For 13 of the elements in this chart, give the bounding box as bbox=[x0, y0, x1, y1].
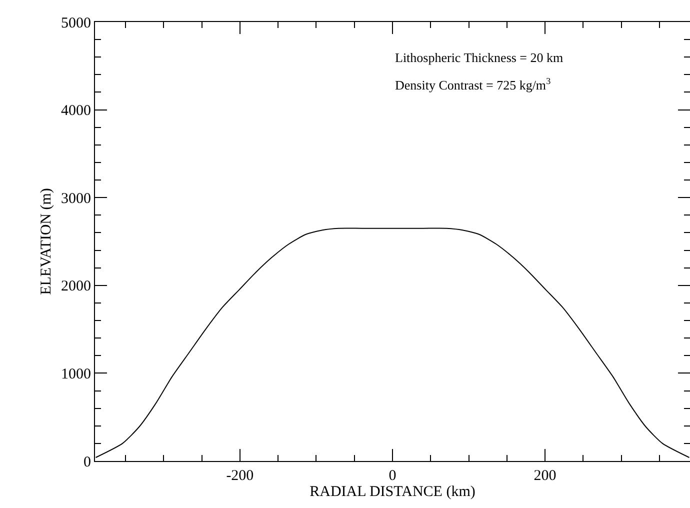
y-axis-title: ELEVATION (m) bbox=[38, 188, 54, 295]
y-tick-label: 1000 bbox=[61, 366, 91, 382]
x-axis-title: RADIAL DISTANCE (km) bbox=[310, 484, 476, 500]
annotation: Density Contrast = 725 kg/m$^{3}$ bbox=[395, 76, 552, 92]
annotation: Lithospheric Thickness = 20 km bbox=[395, 50, 564, 65]
y-tick-label: 4000 bbox=[61, 103, 91, 120]
x-tick-label: 200 bbox=[534, 468, 556, 484]
y-tick-label: 3000 bbox=[61, 190, 91, 207]
y-tick-label: 0 bbox=[84, 454, 91, 470]
y-tick-label: 2000 bbox=[61, 278, 91, 295]
x-tick-label: -200 bbox=[226, 468, 254, 484]
x-tick-label: 0 bbox=[388, 468, 396, 484]
y-tick-label: 5000 bbox=[61, 15, 91, 32]
